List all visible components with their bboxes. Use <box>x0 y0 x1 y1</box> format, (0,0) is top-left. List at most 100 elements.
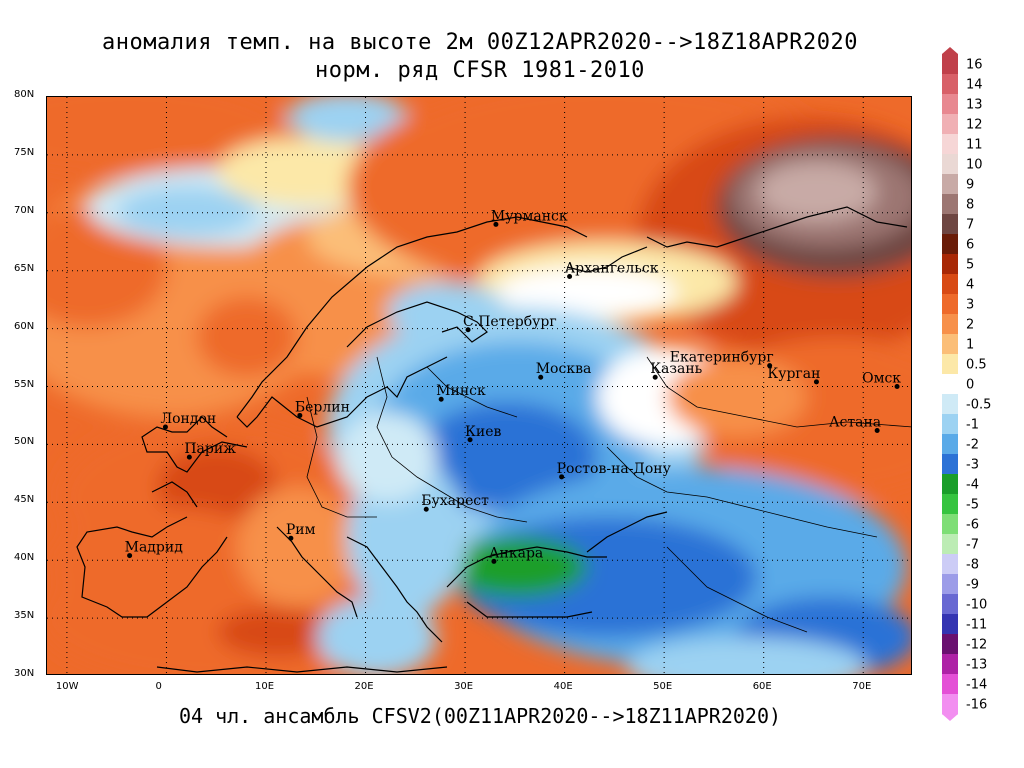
city-label: Мадрид <box>125 540 184 556</box>
legend-colorbar: 16 14 13 12 11 10 9 8 7 6 5 4 3 2 1 0.5 0 -0.5 -1 -2 -3 -4 -5 -… <box>942 47 991 721</box>
latitude-tick-label: 70N <box>14 204 35 216</box>
city-dot <box>559 474 565 480</box>
legend-label: 5 <box>966 258 974 273</box>
longitude-tick-label: 30E <box>454 681 474 692</box>
city-dot <box>493 221 499 227</box>
legend-label: 16 <box>966 58 983 73</box>
legend-swatch <box>942 574 958 595</box>
legend-swatch <box>942 554 958 575</box>
legend-swatch <box>942 414 958 435</box>
legend-swatch <box>942 534 958 555</box>
footer-caption: 04 чл. ансамбль CFSV2(00Z11APR2020-->18Z… <box>178 704 782 728</box>
legend-label: 13 <box>966 98 983 113</box>
legend-swatch <box>942 654 958 675</box>
city-dot <box>491 558 497 564</box>
city-label: Москва <box>536 361 592 377</box>
city-label: Анкара <box>489 545 543 561</box>
legend-swatch <box>942 194 958 215</box>
city-label: Казань <box>650 361 702 377</box>
city-label: Астана <box>829 415 881 431</box>
legend-label: -8 <box>966 558 979 573</box>
city-dot <box>465 327 471 333</box>
longitude-tick-label: 60E <box>752 681 772 692</box>
legend-swatch <box>942 314 958 335</box>
longitude-tick-label: 10W <box>55 681 79 692</box>
legend-swatch <box>942 434 958 455</box>
legend-swatch <box>942 154 958 175</box>
city-label: Киев <box>465 424 501 440</box>
legend-label: 2 <box>966 318 974 333</box>
legend-label: -14 <box>966 678 987 693</box>
city-label: Ростов-на-Дону <box>557 461 672 477</box>
city-dot <box>423 506 429 512</box>
city-dot <box>162 424 168 430</box>
city-label: Мурманск <box>491 208 568 224</box>
legend-label: 12 <box>966 118 983 133</box>
legend-swatch <box>942 354 958 375</box>
city-dot <box>874 428 880 434</box>
chart-subtitle: норм. ряд CFSR 1981-2010 <box>315 58 645 83</box>
legend-label: -3 <box>966 458 979 473</box>
city-dot <box>767 363 773 369</box>
legend-label: 7 <box>966 218 974 233</box>
legend-label: 14 <box>966 78 983 93</box>
city-dot <box>288 535 294 541</box>
longitude-tick-label: 50E <box>653 681 673 692</box>
longitude-tick-label: 0 <box>155 681 162 692</box>
city-label: Екатеринбург <box>670 350 774 366</box>
legend-label: 8 <box>966 198 974 213</box>
legend-swatch <box>942 294 958 315</box>
legend-label: 1 <box>966 338 974 353</box>
city-dot <box>467 437 473 443</box>
legend-label: -7 <box>966 538 979 553</box>
city-dot <box>297 412 303 418</box>
legend-swatch <box>942 454 958 475</box>
legend-swatch <box>942 254 958 275</box>
legend-swatch <box>942 94 958 115</box>
coastlines <box>76 206 908 673</box>
legend-swatch <box>942 674 958 695</box>
city-dot <box>652 374 658 380</box>
latitude-tick-label: 40N <box>14 552 35 564</box>
longitude-tick-label: 40E <box>553 681 573 692</box>
legend-swatch <box>942 594 958 615</box>
city-label: Архангельск <box>565 260 659 276</box>
legend-swatch <box>942 334 958 355</box>
latitude-tick-label: 30N <box>14 668 35 679</box>
city-dot <box>538 374 544 380</box>
legend-label: 0.5 <box>966 358 987 373</box>
chart-title: аномалия темп. на высоте 2м 00Z12APR2020… <box>102 30 858 55</box>
legend-swatch <box>942 214 958 235</box>
legend-swatch <box>942 114 958 135</box>
latitude-tick-label: 55N <box>14 378 35 390</box>
longitude-tick-label: 10E <box>254 681 275 692</box>
legend-label: -12 <box>966 638 987 653</box>
city-label: Берлин <box>295 399 350 415</box>
legend-swatch <box>942 494 958 515</box>
city-dot <box>127 553 133 559</box>
legend-swatch <box>942 274 958 295</box>
legend-label: -5 <box>966 498 979 513</box>
city-dot <box>186 454 192 460</box>
city-label: Бухарест <box>421 493 489 509</box>
legend-label: -6 <box>966 518 979 533</box>
legend-label: 10 <box>966 158 983 173</box>
legend-label: 0 <box>966 378 974 393</box>
legend-swatch <box>942 374 958 395</box>
legend-swatch <box>942 634 958 655</box>
legend-swatch <box>942 174 958 195</box>
legend-swatch <box>942 134 958 155</box>
legend-swatch <box>942 394 958 415</box>
temperature-anomaly-field <box>47 97 911 674</box>
latitude-tick-label: 65N <box>14 262 35 274</box>
city-label: Париж <box>184 441 236 457</box>
legend-label: -4 <box>966 478 979 493</box>
legend-bottom-arrow <box>942 714 958 721</box>
legend-label: 3 <box>966 298 974 313</box>
city-label: Лондон <box>160 411 216 427</box>
city-label: Омск <box>862 371 901 387</box>
borders <box>306 356 911 633</box>
legend-label: -11 <box>966 618 987 633</box>
legend-top-arrow <box>942 47 958 54</box>
latitude-tick-label: 35N <box>14 610 35 622</box>
